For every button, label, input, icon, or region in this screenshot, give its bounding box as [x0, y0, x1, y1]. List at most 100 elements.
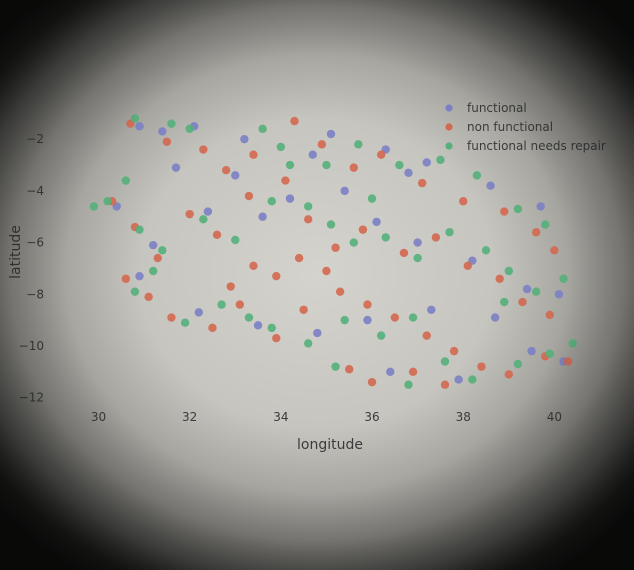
data-point[interactable]	[431, 233, 441, 242]
data-point[interactable]	[449, 346, 459, 356]
data-point[interactable]	[212, 230, 222, 240]
data-point[interactable]	[367, 194, 377, 203]
data-point[interactable]	[304, 215, 313, 224]
data-point[interactable]	[308, 150, 317, 159]
data-point[interactable]	[531, 287, 541, 296]
data-point[interactable]	[244, 313, 254, 322]
data-point[interactable]	[253, 321, 263, 330]
data-point[interactable]	[481, 246, 491, 255]
data-point[interactable]	[235, 300, 245, 309]
data-point[interactable]	[367, 377, 377, 387]
data-point[interactable]	[513, 359, 523, 369]
data-point[interactable]	[554, 290, 564, 299]
data-point[interactable]	[354, 140, 363, 149]
data-point[interactable]	[304, 339, 313, 348]
data-point[interactable]	[340, 315, 349, 325]
data-point[interactable]	[185, 124, 194, 134]
legend[interactable]: functional non functional functional needs…	[445, 101, 606, 153]
data-point[interactable]	[103, 197, 112, 206]
data-point[interactable]	[231, 171, 240, 180]
data-point[interactable]	[477, 362, 486, 371]
data-point[interactable]	[326, 129, 336, 139]
data-point[interactable]	[167, 119, 176, 128]
data-point[interactable]	[148, 240, 158, 250]
data-point[interactable]	[158, 246, 167, 255]
data-point[interactable]	[363, 315, 372, 325]
data-point[interactable]	[500, 207, 509, 216]
data-point[interactable]	[294, 253, 304, 263]
data-point[interactable]	[527, 346, 536, 356]
data-point[interactable]	[249, 150, 258, 159]
data-point[interactable]	[376, 331, 386, 340]
data-point[interactable]	[381, 233, 390, 242]
data-point[interactable]	[244, 191, 254, 201]
data-point[interactable]	[504, 266, 514, 276]
data-point[interactable]	[208, 323, 217, 333]
data-point[interactable]	[413, 238, 422, 247]
data-point[interactable]	[559, 274, 568, 283]
data-point[interactable]	[445, 228, 454, 237]
data-point[interactable]	[531, 228, 541, 237]
legend-item[interactable]: functional needs repair	[445, 139, 606, 153]
data-point[interactable]	[158, 127, 167, 136]
legend-item[interactable]: functional	[445, 101, 527, 115]
data-point[interactable]	[372, 217, 381, 227]
data-point[interactable]	[513, 204, 523, 214]
data-point[interactable]	[185, 209, 194, 219]
data-point[interactable]	[545, 310, 555, 320]
data-point[interactable]	[459, 197, 468, 206]
data-point[interactable]	[386, 367, 395, 377]
data-point[interactable]	[390, 313, 400, 322]
data-point[interactable]	[536, 202, 545, 211]
data-point[interactable]	[203, 207, 213, 216]
data-point[interactable]	[422, 331, 431, 340]
data-point[interactable]	[199, 145, 208, 154]
data-point[interactable]	[194, 308, 203, 317]
data-point[interactable]	[299, 305, 308, 314]
data-point[interactable]	[486, 181, 495, 190]
data-point[interactable]	[440, 357, 450, 366]
data-point[interactable]	[167, 313, 176, 322]
data-point[interactable]	[335, 287, 345, 296]
legend-item[interactable]: non functional	[445, 120, 553, 134]
data-point[interactable]	[340, 186, 349, 196]
data-point[interactable]	[395, 160, 404, 170]
data-point[interactable]	[144, 292, 153, 302]
data-point[interactable]	[240, 134, 249, 144]
data-point[interactable]	[121, 274, 131, 283]
data-point[interactable]	[349, 163, 358, 172]
data-point[interactable]	[541, 220, 550, 229]
data-point[interactable]	[130, 287, 140, 296]
data-point[interactable]	[522, 284, 532, 294]
data-point[interactable]	[231, 235, 240, 245]
data-point[interactable]	[135, 225, 144, 234]
data-point[interactable]	[427, 305, 436, 314]
data-point[interactable]	[89, 202, 99, 211]
data-point[interactable]	[276, 142, 286, 152]
data-point[interactable]	[258, 124, 267, 134]
data-point[interactable]	[148, 266, 158, 276]
data-point[interactable]	[550, 246, 559, 255]
data-point[interactable]	[376, 150, 386, 159]
data-point[interactable]	[545, 349, 555, 358]
data-point[interactable]	[199, 215, 208, 224]
data-point[interactable]	[313, 328, 322, 338]
data-point[interactable]	[258, 212, 267, 221]
data-point[interactable]	[290, 116, 299, 126]
data-point[interactable]	[436, 155, 445, 165]
data-point[interactable]	[285, 194, 295, 203]
data-point[interactable]	[408, 313, 418, 322]
data-point[interactable]	[226, 282, 235, 291]
data-point[interactable]	[454, 375, 463, 384]
data-point[interactable]	[121, 176, 131, 185]
data-point[interactable]	[358, 225, 368, 234]
data-point[interactable]	[135, 271, 144, 281]
data-point[interactable]	[413, 253, 422, 263]
data-point[interactable]	[563, 357, 573, 366]
data-point[interactable]	[135, 122, 144, 131]
data-point[interactable]	[272, 334, 281, 343]
data-point[interactable]	[504, 370, 514, 379]
data-point[interactable]	[267, 197, 276, 206]
data-point[interactable]	[281, 176, 290, 185]
data-point[interactable]	[267, 323, 276, 333]
